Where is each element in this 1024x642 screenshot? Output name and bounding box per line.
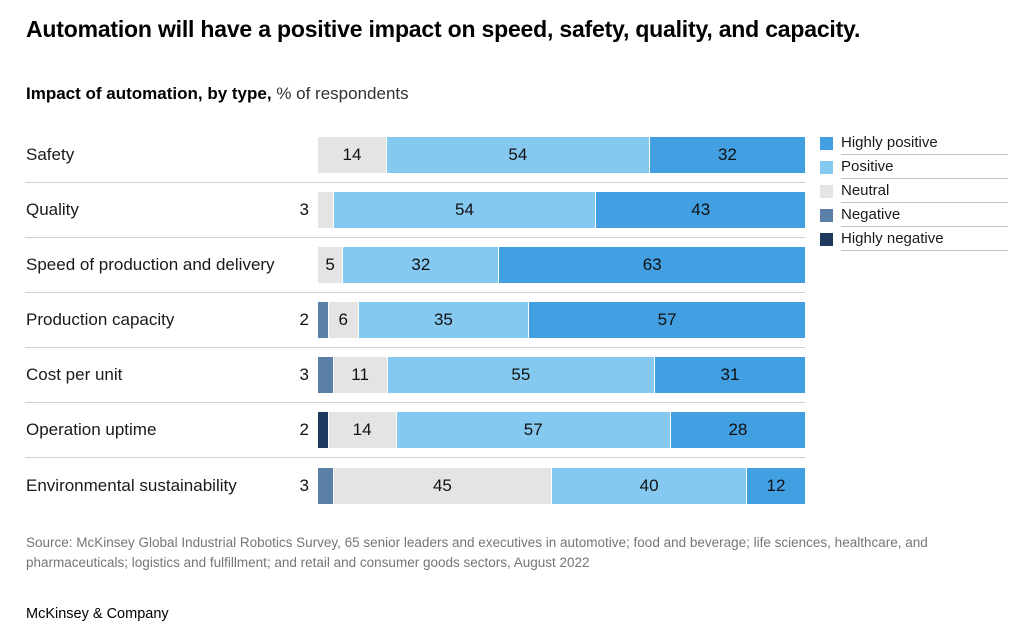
legend-label: Negative <box>841 203 1008 227</box>
chart-row: Safety 14 54 32 <box>25 128 806 183</box>
legend-swatch-column <box>820 203 841 227</box>
bar-segment-highly_positive: 43 <box>596 192 805 228</box>
chart-row: Operation uptime 2 14 57 28 <box>25 403 805 458</box>
chart-row: Speed of production and delivery 5 32 63 <box>25 238 805 293</box>
bar-segment-highly_negative <box>318 412 328 448</box>
bar-segment-positive: 35 <box>358 302 529 338</box>
category-label: Environmental sustainability <box>26 475 237 495</box>
stacked-bar-chart: Safety 14 54 32 Quality 3 54 43 Speed of product… <box>25 128 806 513</box>
legend-swatch-column <box>820 179 841 203</box>
bar-segment-neutral: 6 <box>328 302 358 338</box>
legend-color-swatch <box>820 232 833 246</box>
category-label: Speed of production and delivery <box>26 255 275 274</box>
category-label: Production capacity <box>26 310 175 329</box>
bar-segment-negative <box>318 467 333 504</box>
chart-row: Production capacity 2 6 35 57 <box>25 293 806 348</box>
page-title: Automation will have a positive impact o… <box>26 16 861 42</box>
outside-value-label: 2 <box>299 310 309 329</box>
legend-item-highly_positive: Highly positive <box>820 131 1008 155</box>
bar-segment-highly_positive: 12 <box>746 467 805 504</box>
outside-value-label: 3 <box>299 365 309 384</box>
outside-value-label: 3 <box>299 475 309 495</box>
bar-segment-negative <box>318 302 328 338</box>
category-label: Operation uptime <box>26 420 157 439</box>
bar-segment-highly_positive: 31 <box>654 357 805 393</box>
outside-value-label: 2 <box>299 420 309 439</box>
bar-segment-neutral: 11 <box>333 357 387 393</box>
stacked-bar: 11 55 31 <box>318 357 805 393</box>
legend-item-positive: Positive <box>820 155 1008 179</box>
bar-segment-neutral <box>318 192 333 228</box>
stacked-bar: 5 32 63 <box>318 247 805 283</box>
legend-label: Highly negative <box>841 227 1008 251</box>
legend-color-swatch <box>820 184 833 198</box>
legend-item-negative: Negative <box>820 203 1008 227</box>
source-note: Source: McKinsey Global Industrial Robot… <box>26 535 928 570</box>
chart-subtitle-unit: % of respondents <box>271 84 409 103</box>
legend-swatch-column <box>820 155 841 179</box>
bar-segment-positive: 54 <box>386 137 649 173</box>
stacked-bar: 6 35 57 <box>318 302 806 338</box>
bar-segment-neutral: 14 <box>318 137 386 173</box>
company-wordmark: McKinsey & Company <box>26 606 169 622</box>
bar-segment-highly_positive: 32 <box>649 137 806 173</box>
legend-color-swatch <box>820 208 833 222</box>
legend-item-neutral: Neutral <box>820 179 1008 203</box>
chart-subtitle: Impact of automation, by type, % of resp… <box>26 84 409 104</box>
legend-item-highly_negative: Highly negative <box>820 227 1008 251</box>
legend-label: Neutral <box>841 179 1008 203</box>
legend-color-swatch <box>820 160 833 174</box>
bar-segment-positive: 54 <box>333 192 596 228</box>
outside-value-label: 3 <box>299 200 309 219</box>
category-label: Quality <box>26 200 79 219</box>
chart-row: Quality 3 54 43 <box>25 183 805 238</box>
chart-subtitle-bold: Impact of automation, by type, <box>26 84 272 103</box>
stacked-bar: 14 54 32 <box>318 137 806 173</box>
bar-segment-highly_positive: 63 <box>499 247 805 283</box>
bar-segment-positive: 40 <box>552 467 746 504</box>
stacked-bar: 14 57 28 <box>318 412 805 448</box>
legend-label: Highly positive <box>841 131 1008 155</box>
chart-row: Environmental sustainability 3 45 40 12 <box>25 458 805 513</box>
bar-segment-positive: 57 <box>396 412 670 448</box>
legend-swatch-column <box>820 227 841 251</box>
category-label: Safety <box>26 145 75 164</box>
stacked-bar: 54 43 <box>318 192 805 228</box>
legend-swatch-column <box>820 131 841 155</box>
bar-segment-neutral: 45 <box>333 467 552 504</box>
bar-segment-positive: 32 <box>343 247 499 283</box>
bar-segment-neutral: 14 <box>328 412 396 448</box>
legend-label: Positive <box>841 155 1008 179</box>
legend-color-swatch <box>820 136 833 150</box>
bar-segment-positive: 55 <box>387 357 654 393</box>
stacked-bar: 45 40 12 <box>318 467 805 504</box>
bar-segment-neutral: 5 <box>318 247 343 283</box>
bar-segment-highly_positive: 57 <box>529 302 806 338</box>
chart-legend: Highly positive Positive Neutral Negative Hi… <box>820 131 1008 251</box>
chart-row: Cost per unit 3 11 55 31 <box>25 348 805 403</box>
category-label: Cost per unit <box>26 365 123 384</box>
chart-rows: Safety 14 54 32 Quality 3 54 43 Speed of product… <box>25 128 806 513</box>
bar-segment-highly_positive: 28 <box>670 412 805 448</box>
bar-segment-negative <box>318 357 333 393</box>
